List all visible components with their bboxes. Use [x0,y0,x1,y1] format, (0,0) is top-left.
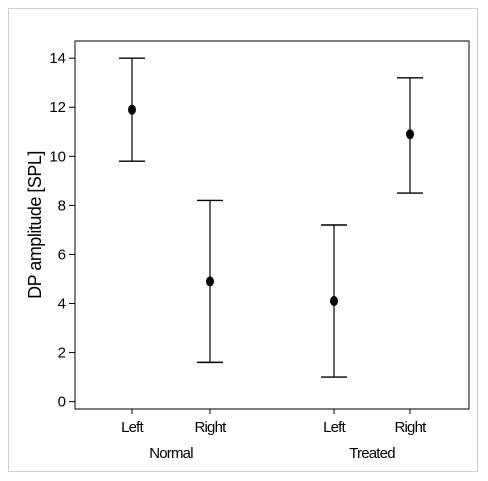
y-axis-title: DP amplitude [SPL] [25,151,45,299]
x-group-label: Normal [149,445,193,462]
error-bar-normal-left [119,58,145,161]
x-category-label: Left [121,419,144,436]
mean-point [128,105,136,115]
mean-point [406,129,414,139]
y-tick-label: 0 [58,394,66,411]
error-bar-treated-left [321,225,347,377]
y-tick-label: 10 [49,148,66,165]
x-category-label: Right [194,419,227,436]
y-tick-label: 8 [58,197,66,214]
mean-point [206,276,214,286]
x-group-label: Treated [349,445,395,462]
error-bar-normal-right [197,200,223,362]
y-tick-label: 14 [49,50,66,67]
y-axis: 0 2 4 6 8 10 12 14 [49,50,75,410]
mean-point [330,296,338,306]
y-tick-label: 12 [49,99,66,116]
y-tick-label: 6 [58,246,66,263]
error-bar-treated-right [397,78,423,193]
data-marks [119,58,423,377]
y-tick-label: 2 [58,345,66,362]
y-tick-label: 4 [58,296,66,313]
x-category-label: Left [323,419,346,436]
x-category-label: Right [394,419,427,436]
